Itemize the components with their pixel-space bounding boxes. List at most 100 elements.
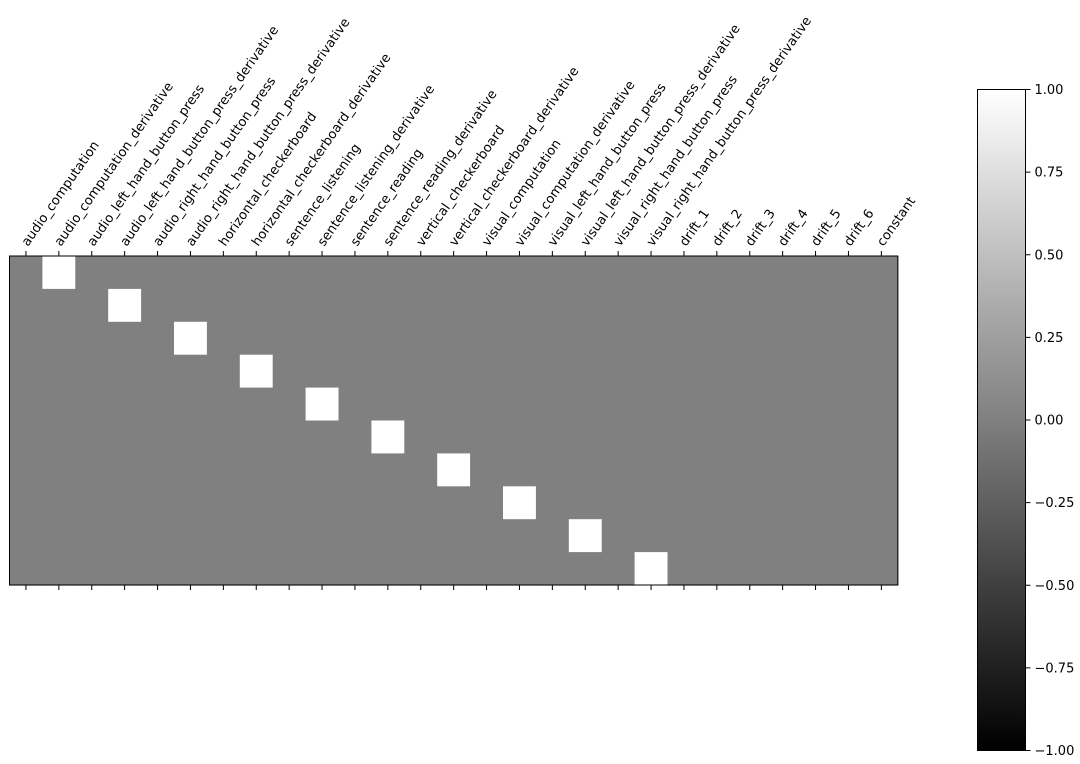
heatmap-cell	[470, 387, 504, 422]
heatmap-cell	[42, 354, 76, 389]
heatmap-cell	[305, 256, 340, 290]
heatmap-cell	[206, 256, 241, 290]
heatmap-cell	[437, 552, 471, 586]
heatmap-cell	[832, 552, 866, 586]
heatmap-cell	[503, 387, 537, 422]
heatmap-cell	[733, 321, 767, 356]
heatmap-cell	[338, 453, 372, 487]
heatmap-cell	[206, 321, 241, 356]
heatmap-cell	[535, 256, 570, 290]
heatmap-cell	[141, 387, 175, 422]
heatmap-cell	[174, 486, 208, 520]
heatmap-cell	[864, 256, 899, 290]
heatmap-cell	[832, 387, 866, 422]
heatmap-cell	[601, 519, 636, 553]
heatmap-cell	[371, 486, 405, 520]
heatmap-cell	[601, 552, 636, 586]
heatmap-cell	[634, 453, 669, 487]
heatmap-cell	[799, 387, 833, 422]
heatmap-cell	[470, 354, 504, 389]
heatmap-cell	[799, 486, 833, 520]
heatmap-cell	[568, 256, 603, 290]
heatmap-cell	[42, 453, 76, 487]
heatmap-cell	[766, 552, 800, 586]
heatmap-cell	[272, 453, 307, 487]
heatmap-cell	[338, 420, 372, 454]
heatmap-cell	[700, 387, 734, 422]
heatmap-cell	[437, 354, 471, 389]
heatmap-cell	[864, 519, 899, 553]
heatmap-cell	[9, 288, 43, 323]
heatmap-cell	[864, 387, 899, 422]
heatmap-cell	[108, 387, 142, 422]
heatmap-cell	[75, 453, 109, 487]
heatmap-cell	[634, 552, 669, 586]
heatmap-cell	[799, 519, 833, 553]
heatmap-cell	[206, 453, 241, 487]
heatmap-cell	[503, 486, 537, 520]
heatmap-cell	[108, 256, 142, 290]
heatmap-cell	[535, 354, 570, 389]
heatmap-cell	[75, 387, 109, 422]
heatmap-cell	[206, 519, 241, 553]
heatmap-cell	[9, 453, 43, 487]
x-tick-label: drift_1	[677, 207, 713, 250]
heatmap-cell	[305, 519, 340, 553]
heatmap-cell	[338, 321, 372, 356]
heatmap-cell	[634, 288, 669, 323]
heatmap-cell	[75, 519, 109, 553]
heatmap-cell	[206, 552, 241, 586]
heatmap-cell	[206, 387, 241, 422]
heatmap-cell	[437, 453, 471, 487]
heatmap-cell	[700, 552, 734, 586]
heatmap-cell	[305, 321, 340, 356]
colorbar-tick-label: −0.25	[1035, 496, 1075, 511]
heatmap-cell	[568, 387, 603, 422]
heatmap-cell	[832, 519, 866, 553]
colorbar-tick-label: −1.00	[1035, 744, 1075, 759]
heatmap-cell	[404, 387, 438, 422]
heatmap-cell	[667, 552, 701, 586]
heatmap-cell	[9, 420, 43, 454]
heatmap-cell	[108, 486, 142, 520]
heatmap-cell	[305, 387, 340, 422]
heatmap-cell	[535, 321, 570, 356]
heatmap-cell	[832, 321, 866, 356]
x-tick-labels: audio_computationaudio_computation_deriv…	[19, 14, 919, 249]
heatmap-cell	[371, 519, 405, 553]
heatmap-cell	[174, 321, 208, 356]
colorbar-ticks: 1.00 0.75 0.50 0.25 0.00 −0.25 −0.50 −0.75 −1.00	[1025, 83, 1075, 759]
heatmap-cell	[272, 387, 307, 422]
heatmap-cell	[535, 519, 570, 553]
colorbar-tick-label: 1.00	[1035, 83, 1064, 98]
heatmap-cell	[174, 354, 208, 389]
heatmap-cell	[601, 486, 636, 520]
heatmap-cell	[305, 288, 340, 323]
heatmap-cell	[108, 354, 142, 389]
heatmap-cell	[733, 420, 767, 454]
heatmap-cell	[75, 420, 109, 454]
heatmap-cell	[634, 519, 669, 553]
heatmap-cell	[700, 453, 734, 487]
heatmap-cell	[601, 321, 636, 356]
heatmap-cell	[503, 288, 537, 323]
heatmap-cell	[174, 387, 208, 422]
heatmap-cell	[568, 354, 603, 389]
heatmap-cell	[864, 321, 899, 356]
heatmap-cell	[634, 321, 669, 356]
heatmap-cell	[174, 420, 208, 454]
heatmap-cell	[535, 420, 570, 454]
heatmap-cell	[601, 387, 636, 422]
heatmap-cell	[305, 486, 340, 520]
heatmap-cell	[766, 321, 800, 356]
heatmap-cell	[338, 552, 372, 586]
heatmap-cell	[733, 387, 767, 422]
heatmap-cell	[75, 486, 109, 520]
colorbar-tick-label: −0.50	[1035, 579, 1075, 594]
heatmap-cell	[766, 256, 800, 290]
heatmap-cell	[634, 486, 669, 520]
heatmap-cell	[503, 354, 537, 389]
heatmap-cell	[239, 519, 274, 553]
heatmap-cell	[799, 453, 833, 487]
heatmap-cell	[601, 354, 636, 389]
